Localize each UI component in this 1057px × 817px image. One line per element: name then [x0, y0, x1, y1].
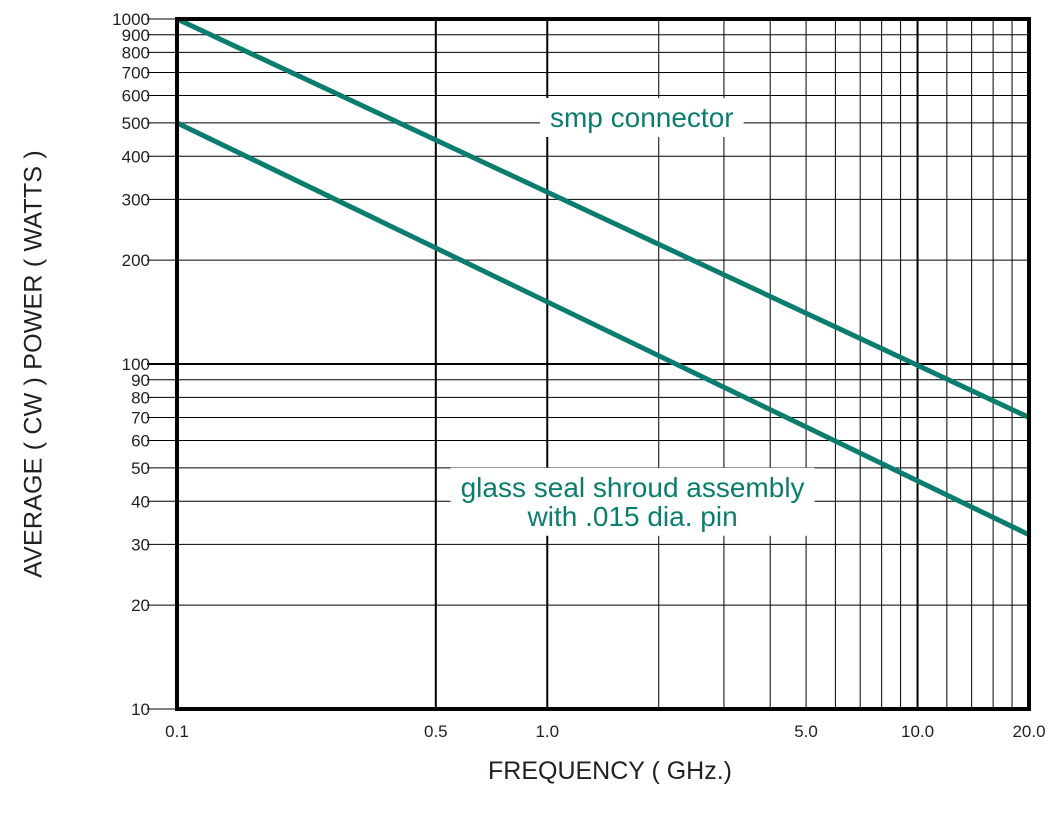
y-tick-label: 50 [131, 459, 150, 478]
x-tick-label: 20.0 [1012, 722, 1045, 741]
y-tick-label: 800 [122, 43, 150, 62]
y-tick-label: 60 [131, 432, 150, 451]
x-tick-label: 1.0 [535, 722, 559, 741]
series-label-1: smp connector [540, 98, 744, 137]
y-tick-label: 70 [131, 408, 150, 427]
y-tick-label: 600 [122, 87, 150, 106]
y-tick-label: 10 [131, 700, 150, 719]
y-tick-label: 300 [122, 190, 150, 209]
x-tick-label: 0.1 [165, 722, 189, 741]
series-label-line: with .015 dia. pin [527, 501, 738, 532]
series-label-line: smp connector [550, 102, 734, 133]
y-tick-labels: 1020304050607080901002003004005006007008… [112, 10, 150, 719]
series-label-line: glass seal shroud assembly [461, 472, 805, 503]
y-tick-label: 1000 [112, 10, 150, 29]
y-tick-label: 80 [131, 388, 150, 407]
y-tick-label: 30 [131, 535, 150, 554]
y-tick-label: 100 [122, 355, 150, 374]
y-tick-label: 20 [131, 596, 150, 615]
x-axis-label: FREQUENCY ( GHz.) [0, 757, 1057, 786]
y-tick-label: 700 [122, 63, 150, 82]
series-lines [177, 19, 1029, 535]
x-tick-label: 0.5 [424, 722, 448, 741]
y-tick-label: 400 [122, 147, 150, 166]
y-tick-label: 500 [122, 114, 150, 133]
x-tick-label: 10.0 [901, 722, 934, 741]
series-line-1 [177, 19, 1029, 417]
series-labels: smp connector glass seal shroud assemblyw… [451, 98, 815, 536]
x-tick-label: 5.0 [794, 722, 818, 741]
y-tick-label: 40 [131, 492, 150, 511]
y-tick-label: 200 [122, 251, 150, 270]
x-tick-labels: 0.1 0.5 1.0 5.0 10.0 20.0 [165, 722, 1045, 741]
y-axis-label: AVERAGE ( CW ) POWER ( WATTS ) [20, 150, 49, 578]
